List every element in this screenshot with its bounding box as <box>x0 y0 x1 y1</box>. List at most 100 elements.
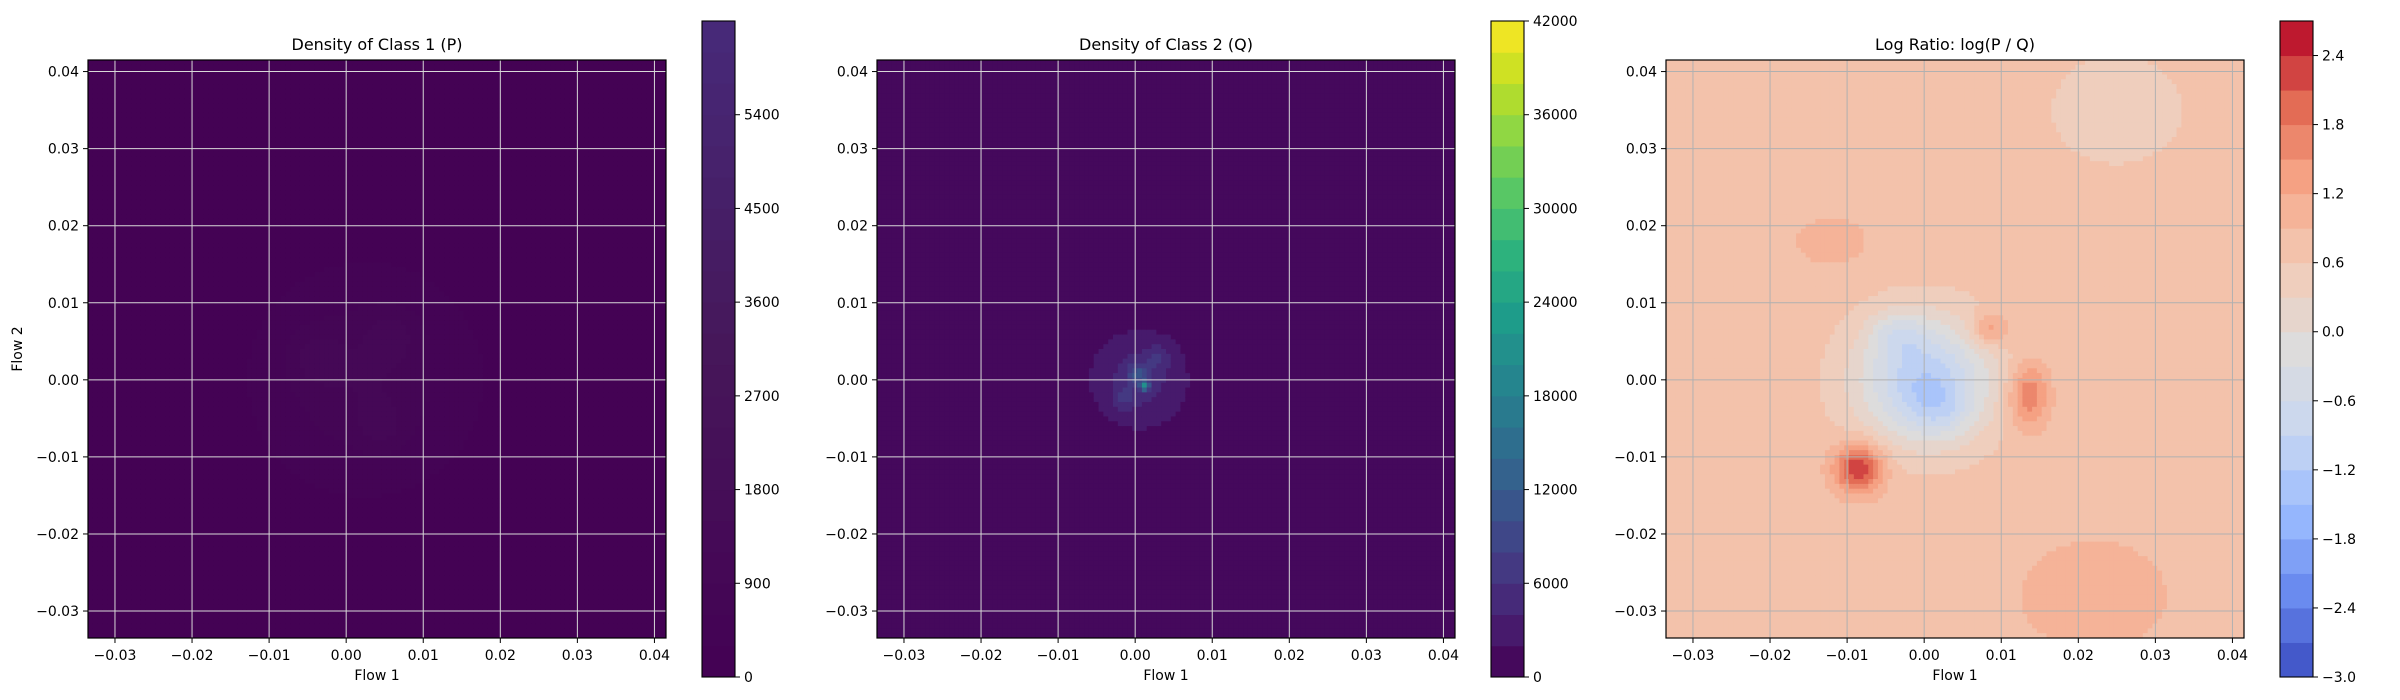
heatmap-cell <box>218 522 224 528</box>
heatmap-cell <box>246 464 253 471</box>
heatmap-cell <box>92 223 99 230</box>
heatmap-cell <box>126 358 132 365</box>
heatmap-cell <box>150 161 157 167</box>
heatmap-cell <box>116 108 123 114</box>
heatmap-cell <box>165 633 171 638</box>
heatmap-cell <box>237 257 243 263</box>
heatmap-cell <box>261 454 267 461</box>
heatmap-cell <box>102 137 108 143</box>
heatmap-cell <box>155 618 161 625</box>
heatmap-cell <box>246 165 253 172</box>
heatmap-cell <box>92 180 99 186</box>
heatmap-cell <box>227 122 234 129</box>
heatmap-cell <box>121 233 128 239</box>
heatmap-cell <box>97 146 104 153</box>
heatmap-cell <box>193 320 200 326</box>
heatmap-cell <box>126 560 132 567</box>
heatmap-cell <box>102 556 108 562</box>
heatmap-cell <box>218 507 224 514</box>
heatmap-cell <box>203 165 210 172</box>
heatmap-cell <box>92 276 99 283</box>
heatmap-cell <box>256 464 262 471</box>
heatmap-cell <box>174 387 181 393</box>
heatmap-cell <box>97 589 104 596</box>
heatmap-cell <box>150 570 157 576</box>
heatmap-cell <box>97 575 104 581</box>
heatmap-cell <box>213 194 219 201</box>
heatmap-cell <box>271 305 277 312</box>
heatmap-cell <box>126 93 132 100</box>
heatmap-cell <box>121 84 128 90</box>
heatmap-cell <box>121 604 128 610</box>
heatmap-cell <box>222 517 229 523</box>
heatmap-cell <box>246 392 253 398</box>
heatmap-cell <box>165 411 171 418</box>
heatmap-cell <box>160 580 166 586</box>
heatmap-cell <box>193 507 200 514</box>
heatmap-cell <box>256 469 262 475</box>
heatmap-cell <box>165 267 171 273</box>
heatmap-cell <box>242 532 248 538</box>
heatmap-cell <box>165 127 171 133</box>
heatmap-cell <box>237 165 243 172</box>
heatmap-cell <box>261 175 267 182</box>
heatmap-cell <box>261 98 267 104</box>
heatmap-cell <box>237 98 243 104</box>
heatmap-cell <box>88 64 94 71</box>
heatmap-cell <box>222 243 229 249</box>
heatmap-cell <box>160 286 166 292</box>
heatmap-cell <box>251 247 258 254</box>
heatmap-cell <box>237 406 243 413</box>
heatmap-cell <box>198 141 205 148</box>
heatmap-cell <box>145 276 152 283</box>
heatmap-cell <box>145 190 152 196</box>
heatmap-cell <box>227 527 234 533</box>
heatmap-cell <box>155 60 161 66</box>
heatmap-cell <box>140 580 147 586</box>
heatmap-cell <box>121 426 128 432</box>
heatmap-cell <box>179 137 185 143</box>
heatmap-cell <box>174 541 181 548</box>
heatmap-cell <box>88 623 94 629</box>
heatmap-cell <box>165 512 171 519</box>
heatmap-cell <box>150 536 157 543</box>
heatmap-cell <box>140 440 147 446</box>
heatmap-cell <box>121 175 128 182</box>
heatmap-cell <box>232 243 238 249</box>
heatmap-cell <box>97 344 104 350</box>
heatmap-cell <box>155 64 161 71</box>
heatmap-cell <box>179 117 185 124</box>
heatmap-cell <box>169 349 176 355</box>
heatmap-cell <box>280 377 287 384</box>
heatmap-cell <box>261 108 267 114</box>
heatmap-cell <box>213 296 219 302</box>
heatmap-cell <box>227 589 234 596</box>
heatmap-cell <box>165 575 171 581</box>
heatmap-cell <box>271 324 277 331</box>
heatmap-cell <box>131 252 137 259</box>
heatmap-cell <box>271 512 277 519</box>
heatmap-cell <box>160 392 166 398</box>
heatmap-cell <box>271 310 277 316</box>
heatmap-cell <box>126 243 132 249</box>
heatmap-cell <box>174 406 181 413</box>
heatmap-cell <box>97 60 104 66</box>
heatmap-cell <box>246 69 253 76</box>
heatmap-cell <box>155 450 161 456</box>
heatmap-cell <box>251 267 258 273</box>
heatmap-cell <box>256 310 262 316</box>
heatmap-cell <box>184 238 190 244</box>
heatmap-cell <box>150 474 157 480</box>
heatmap-cell <box>271 262 277 268</box>
heatmap-cell <box>256 585 262 591</box>
heatmap-cell <box>237 88 243 95</box>
heatmap-cell <box>88 454 94 461</box>
heatmap-cell <box>126 214 132 220</box>
heatmap-cell <box>174 633 181 638</box>
heatmap-cell <box>107 247 113 254</box>
heatmap-cell <box>136 243 142 249</box>
heatmap-cell <box>179 315 185 321</box>
heatmap-cell <box>242 267 248 273</box>
heatmap-cell <box>218 252 224 259</box>
heatmap-cell <box>184 479 190 485</box>
